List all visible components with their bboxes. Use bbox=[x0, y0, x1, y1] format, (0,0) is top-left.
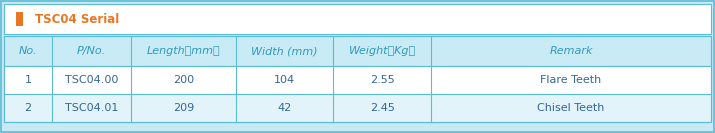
Text: P/No.: P/No. bbox=[77, 46, 107, 56]
Text: No.: No. bbox=[19, 46, 37, 56]
Text: 104: 104 bbox=[274, 75, 295, 85]
Bar bbox=[4, 36, 711, 122]
Bar bbox=[4, 36, 711, 66]
Text: 42: 42 bbox=[277, 103, 292, 113]
Text: 209: 209 bbox=[173, 103, 194, 113]
Text: 2: 2 bbox=[24, 103, 31, 113]
Text: Length（mm）: Length（mm） bbox=[147, 46, 220, 56]
Text: 200: 200 bbox=[173, 75, 194, 85]
Bar bbox=[4, 94, 711, 122]
Bar bbox=[16, 13, 23, 26]
Text: Flare Teeth: Flare Teeth bbox=[541, 75, 601, 85]
Text: Width (mm): Width (mm) bbox=[252, 46, 318, 56]
Text: Chisel Teeth: Chisel Teeth bbox=[538, 103, 605, 113]
Text: TSC04.01: TSC04.01 bbox=[65, 103, 119, 113]
Text: 2.45: 2.45 bbox=[370, 103, 395, 113]
Text: Weight（Kg）: Weight（Kg） bbox=[349, 46, 416, 56]
Text: 1: 1 bbox=[24, 75, 31, 85]
Text: Remark: Remark bbox=[549, 46, 593, 56]
Text: TSC04 Serial: TSC04 Serial bbox=[35, 13, 119, 26]
Bar bbox=[4, 66, 711, 94]
Bar bbox=[4, 4, 711, 34]
Text: TSC04.00: TSC04.00 bbox=[65, 75, 119, 85]
Text: 2.55: 2.55 bbox=[370, 75, 395, 85]
